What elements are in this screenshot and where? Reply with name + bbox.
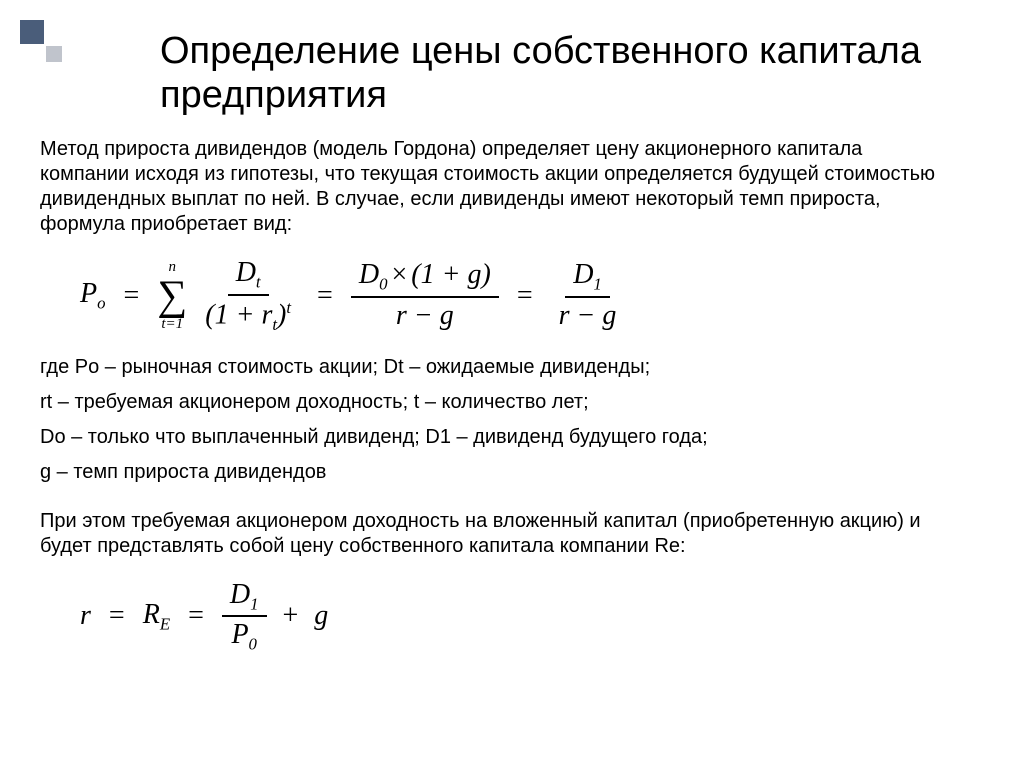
sigma-sum: n ∑ t=1 xyxy=(157,260,187,332)
frac-d0g: D0×(1 + g) r − g xyxy=(351,259,499,332)
equals-4: = xyxy=(109,600,125,632)
frac-d1-p0: D1 P0 xyxy=(222,579,267,655)
slide-bullet-decoration xyxy=(20,20,68,68)
formula-required-return: r = RE = D1 P0 + g xyxy=(80,579,944,655)
lhs-po: Po xyxy=(80,278,106,314)
equals-3: = xyxy=(517,280,533,312)
formula-gordon-price: Po = n ∑ t=1 Dt (1 + rt)t = D0×(1 + g) r… xyxy=(80,257,944,334)
legend-line-1: где Po – рыночная стоимость акции; Dt – … xyxy=(20,355,944,380)
legend-line-4: g – темп прироста дивидендов xyxy=(20,460,944,485)
legend-line-2: rt – требуемая акционером доходность; t … xyxy=(20,390,944,415)
bullet-square-small xyxy=(46,46,62,62)
plus-sign: + xyxy=(283,600,299,632)
paragraph-re: При этом требуемая акционером доходность… xyxy=(20,509,944,559)
frac-dt: Dt (1 + rt)t xyxy=(197,257,299,334)
equals-1: = xyxy=(124,280,140,312)
legend-line-3: Do – только что выплаченный дивиденд; D1… xyxy=(20,425,944,450)
lhs-re: RE xyxy=(143,599,170,635)
bullet-square-large xyxy=(20,20,44,44)
slide-title: Определение цены собственного капитала п… xyxy=(160,30,984,117)
slide-content: Определение цены собственного капитала п… xyxy=(0,0,1024,654)
term-g: g xyxy=(314,600,328,632)
slide-body: Метод прироста дивидендов (модель Гордон… xyxy=(20,137,984,654)
intro-paragraph: Метод прироста дивидендов (модель Гордон… xyxy=(20,137,944,237)
frac-d1: D1 r − g xyxy=(551,259,625,332)
equals-2: = xyxy=(317,280,333,312)
equals-5: = xyxy=(188,600,204,632)
lhs-r: r xyxy=(80,600,91,632)
